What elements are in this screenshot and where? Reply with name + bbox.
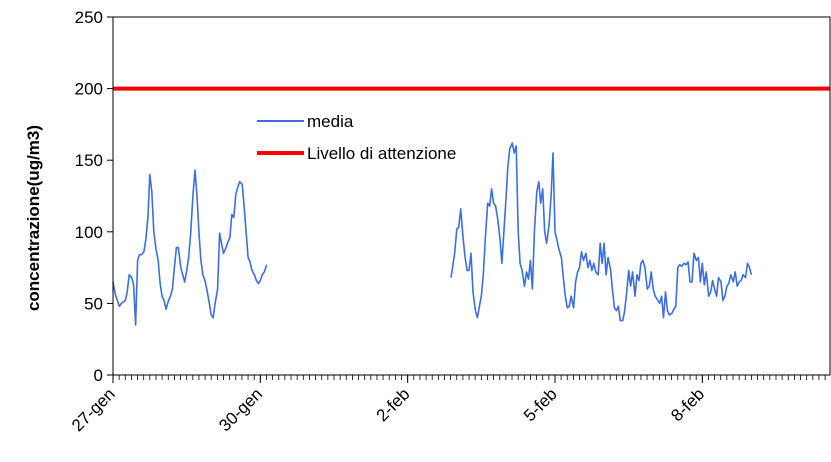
plot-area [112,16,831,376]
y-tick-label-4: 200 [75,80,103,99]
y-tick-label-5: 250 [75,8,103,27]
y-axis-label: concentrazione(ug/m3) [24,125,43,311]
legend: media Livello di attenzione [257,112,456,163]
x-tick-label-0: 27-gen [68,384,119,435]
x-axis: 27-gen 30-gen 2-feb 5-feb 8-feb [68,375,826,435]
x-tick-label-4: 8-feb [667,384,708,425]
y-tick-label-3: 150 [75,151,103,170]
series-media-line-segment-0 [112,169,268,326]
x-tick-label-3: 5-feb [520,384,561,425]
x-tick-label-1: 30-gen [215,384,266,435]
x-minor-ticks [112,375,826,380]
y-tick-label-2: 100 [75,223,103,242]
y-axis: 0 50 100 150 200 250 [75,8,113,385]
y-tick-label-0: 0 [94,366,103,385]
legend-label-livello: Livello di attenzione [307,144,456,163]
legend-label-media: media [307,112,354,131]
series-media-line-segment-1 [450,142,753,322]
series-layer [112,86,830,326]
y-tick-label-1: 50 [84,294,103,313]
x-tick-label-2: 2-feb [373,384,414,425]
